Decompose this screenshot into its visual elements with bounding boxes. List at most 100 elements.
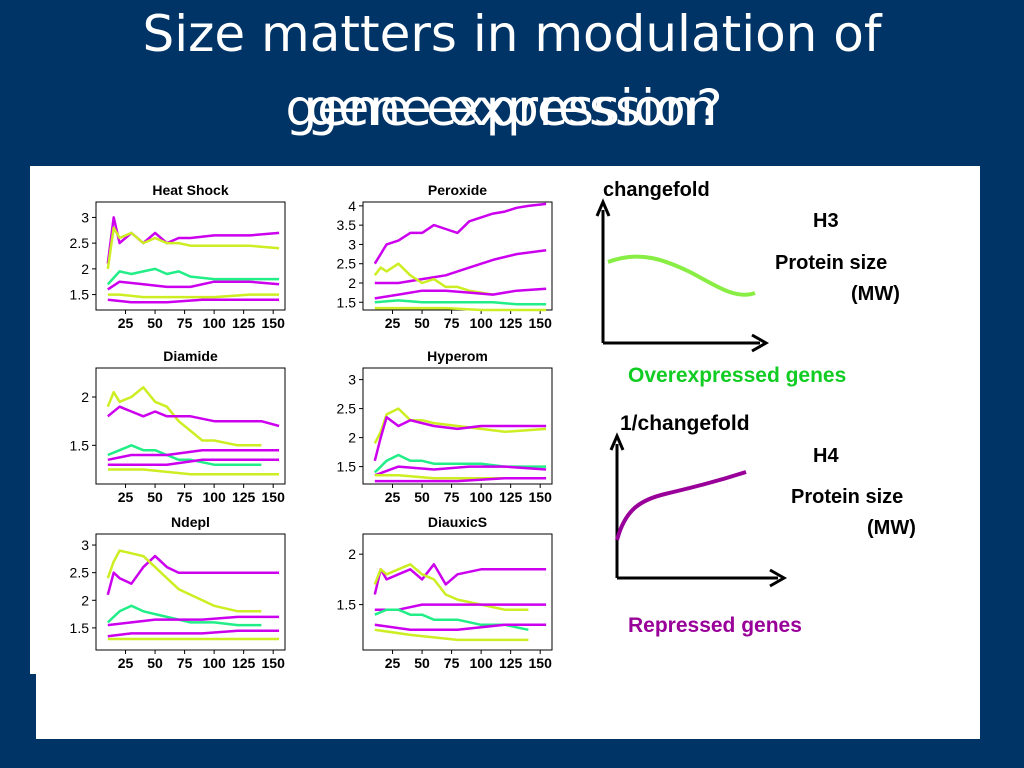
mini-chart-title: Hyperom [427, 348, 488, 364]
series-line-1 [373, 563, 547, 595]
mini-chart-2: Peroxide 1.5 2 2.5 3 3.5 4 25 50 75 100 125 150 [337, 182, 553, 331]
h3-y-label: changefold [603, 179, 710, 201]
h4-y-arrowhead [609, 432, 625, 451]
series-line-5 [374, 623, 547, 632]
x-tick-label: 150 [262, 489, 286, 505]
h3-x-label-1: Protein size [775, 252, 887, 274]
series-line-1 [373, 202, 547, 265]
h3-curve [607, 254, 756, 297]
y-tick-label: 3.5 [337, 217, 357, 233]
x-tick-label: 75 [444, 315, 460, 331]
mini-chart-title: Ndepl [171, 514, 210, 530]
series-line-6 [107, 298, 280, 304]
x-tick-label: 25 [118, 489, 134, 505]
x-tick-label: 100 [202, 489, 226, 505]
y-tick-label: 1.5 [70, 437, 90, 453]
y-tick-label: 1.5 [70, 620, 90, 636]
x-tick-label: 125 [232, 489, 256, 505]
x-tick-label: 125 [499, 315, 523, 331]
x-tick-label: 75 [177, 655, 193, 671]
y-tick-label: 3 [81, 537, 89, 553]
series-line-2 [373, 416, 547, 462]
h4-y-label: 1/changefold [620, 412, 750, 435]
y-tick-label: 2.5 [337, 256, 357, 272]
y-tick-label: 3 [81, 209, 89, 225]
h4-x-label-2: (MW) [867, 517, 916, 539]
x-tick-label: 25 [118, 655, 134, 671]
y-tick-label: 2 [81, 592, 89, 608]
x-tick-label: 25 [118, 315, 134, 331]
series-line-4 [107, 280, 280, 291]
series-line-2 [374, 248, 547, 285]
series-line-3 [373, 262, 494, 296]
mini-chart-frame [95, 367, 286, 485]
mini-chart-1: Heat Shock 1.5 2 2.5 3 25 50 75 100 125 150 [70, 182, 286, 331]
h4-x-arrowhead [769, 568, 788, 588]
series-line-6 [374, 476, 547, 483]
x-tick-label: 100 [469, 655, 493, 671]
mini-chart-frame [95, 201, 286, 311]
h3-x-arrowhead [751, 333, 770, 353]
series-line-6 [374, 628, 529, 642]
x-tick-label: 125 [232, 655, 256, 671]
h4-curve [615, 470, 747, 541]
title-line-2: gene expression [306, 79, 718, 137]
content-panel-edge [30, 166, 38, 674]
x-tick-label: 50 [414, 315, 430, 331]
x-tick-label: 75 [177, 315, 193, 331]
x-tick-label: 25 [385, 655, 401, 671]
x-tick-label: 100 [469, 315, 493, 331]
x-tick-label: 50 [147, 655, 163, 671]
mini-chart-6: DiauxicS 1.5 2 25 50 75 100 125 150 [337, 514, 553, 671]
x-tick-label: 25 [385, 489, 401, 505]
mini-chart-title: Heat Shock [152, 182, 228, 198]
h3-tag: H3 [813, 210, 839, 232]
h3-caption: Overexpressed genes [628, 364, 846, 387]
y-tick-label: 2.5 [70, 565, 90, 581]
series-line-6 [374, 306, 547, 312]
x-tick-label: 150 [529, 315, 553, 331]
mini-chart-4: Hyperom 1.5 2 2.5 3 25 50 75 100 125 150 [337, 348, 553, 505]
x-tick-label: 50 [147, 315, 163, 331]
h3-x-label-2: (MW) [851, 283, 900, 305]
x-tick-label: 125 [232, 315, 256, 331]
x-tick-label: 75 [177, 489, 193, 505]
series-line-3 [106, 604, 262, 627]
x-tick-label: 150 [529, 655, 553, 671]
x-tick-label: 125 [499, 489, 523, 505]
y-tick-label: 1.5 [337, 597, 357, 613]
y-tick-label: 2 [348, 275, 356, 291]
series-line-4 [374, 465, 547, 477]
series-line-2 [106, 226, 280, 270]
h3-schematic: changefold H3 Protein size (MW) Overexpr… [595, 179, 900, 387]
x-tick-label: 75 [444, 655, 460, 671]
mini-chart-3: Diamide 1.5 2 25 50 75 100 125 150 [70, 348, 286, 505]
x-tick-label: 125 [499, 655, 523, 671]
h4-caption: Repressed genes [628, 614, 802, 637]
mini-chart-title: DiauxicS [428, 514, 487, 530]
h4-schematic: 1/changefold H4 Protein size (MW) Repres… [609, 412, 916, 637]
series-line-3 [106, 267, 280, 286]
mini-chart-title: Peroxide [428, 182, 487, 198]
mini-chart-5: Ndepl 1.5 2 2.5 3 25 50 75 100 125 150 [70, 514, 286, 671]
x-tick-label: 50 [414, 655, 430, 671]
series-line-3 [373, 453, 547, 474]
y-tick-label: 1.5 [337, 459, 357, 475]
x-tick-label: 150 [262, 655, 286, 671]
series-line-5 [374, 299, 547, 306]
series-line-2 [107, 405, 280, 428]
y-tick-label: 3 [348, 372, 356, 388]
x-tick-label: 75 [444, 489, 460, 505]
y-tick-label: 1.5 [70, 287, 90, 303]
series-line-4 [374, 287, 547, 300]
y-tick-label: 2.5 [337, 401, 357, 417]
series-line-5 [107, 629, 280, 638]
series-line-1 [106, 216, 280, 264]
y-tick-label: 2 [81, 261, 89, 277]
y-tick-label: 4 [348, 198, 356, 214]
y-tick-label: 3 [348, 236, 356, 252]
h3-y-arrowhead [595, 198, 611, 217]
series-line-1 [106, 554, 280, 596]
y-tick-label: 2 [348, 546, 356, 562]
